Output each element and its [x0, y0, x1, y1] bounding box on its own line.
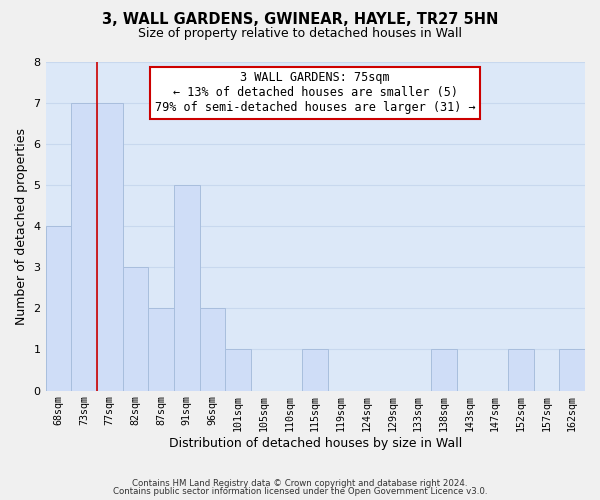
Text: 3, WALL GARDENS, GWINEAR, HAYLE, TR27 5HN: 3, WALL GARDENS, GWINEAR, HAYLE, TR27 5H… — [102, 12, 498, 28]
Bar — [200, 308, 226, 390]
Bar — [46, 226, 71, 390]
Bar — [148, 308, 174, 390]
Bar — [122, 267, 148, 390]
X-axis label: Distribution of detached houses by size in Wall: Distribution of detached houses by size … — [169, 437, 462, 450]
Text: Contains HM Land Registry data © Crown copyright and database right 2024.: Contains HM Land Registry data © Crown c… — [132, 478, 468, 488]
Text: Size of property relative to detached houses in Wall: Size of property relative to detached ho… — [138, 28, 462, 40]
Y-axis label: Number of detached properties: Number of detached properties — [15, 128, 28, 324]
Bar — [97, 102, 122, 391]
Bar — [226, 350, 251, 391]
Bar — [508, 350, 533, 391]
Bar — [559, 350, 585, 391]
Text: Contains public sector information licensed under the Open Government Licence v3: Contains public sector information licen… — [113, 487, 487, 496]
Text: 3 WALL GARDENS: 75sqm
← 13% of detached houses are smaller (5)
79% of semi-detac: 3 WALL GARDENS: 75sqm ← 13% of detached … — [155, 72, 476, 114]
Bar — [431, 350, 457, 391]
Bar — [71, 102, 97, 391]
Bar — [302, 350, 328, 391]
Bar — [174, 185, 200, 390]
